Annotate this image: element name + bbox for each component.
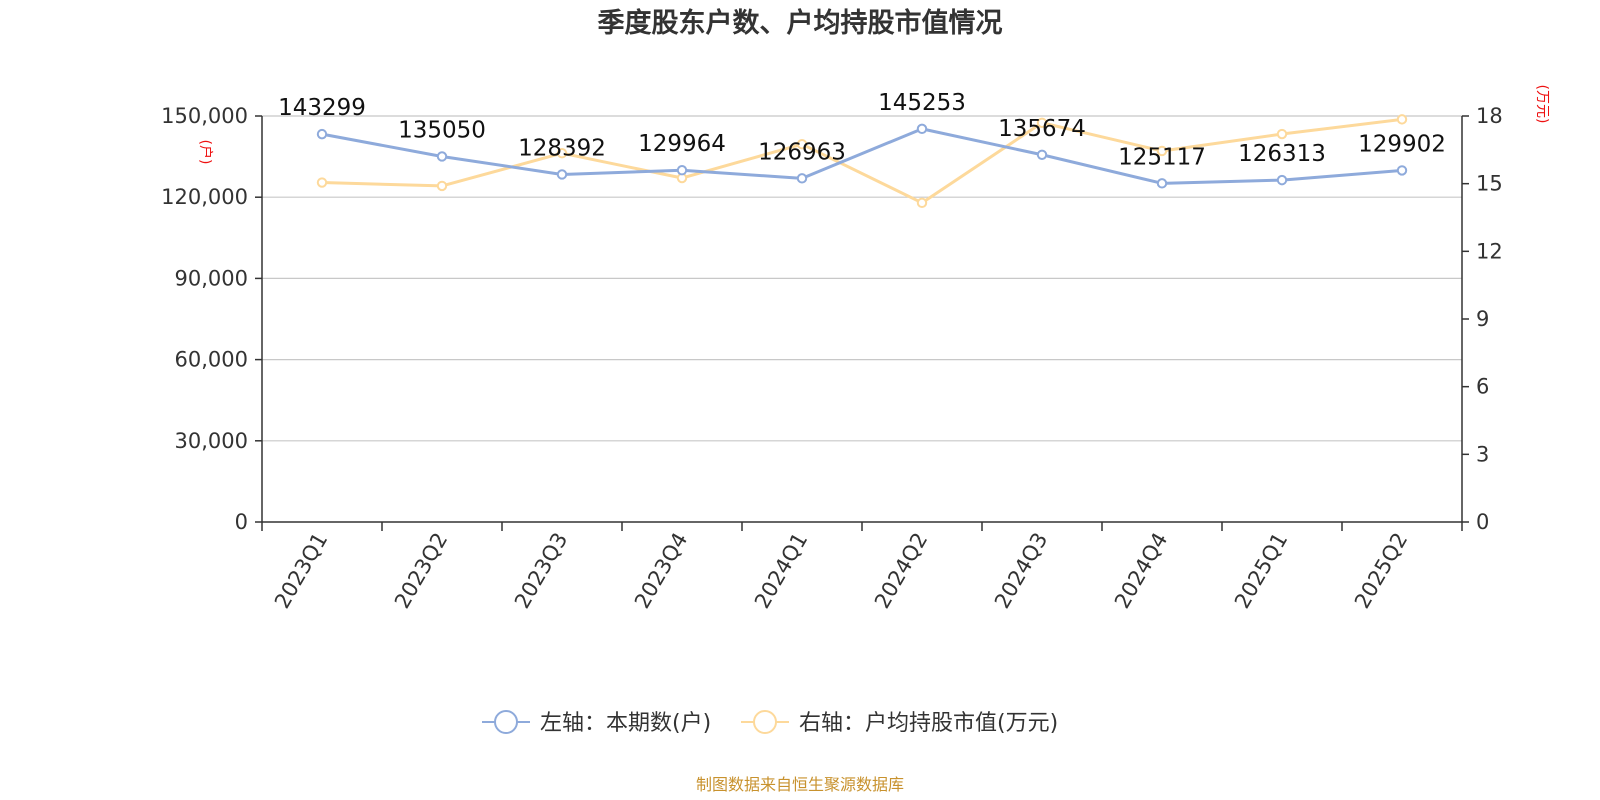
data-point bbox=[1276, 174, 1288, 186]
data-label: 135674 bbox=[998, 116, 1086, 142]
data-label: 126963 bbox=[758, 139, 846, 165]
x-tick-label: 2024Q3 bbox=[990, 529, 1052, 613]
data-label: 135050 bbox=[398, 117, 486, 143]
data-point bbox=[916, 123, 928, 135]
chart-title: 季度股东户数、户均持股市值情况 bbox=[598, 7, 1003, 39]
data-point bbox=[1036, 149, 1048, 160]
x-tick-label: 2024Q2 bbox=[870, 529, 932, 613]
axes: 0 30,000 60,000 90,000 120,000 150,000 0 3 6 9 12 1… bbox=[161, 85, 1550, 613]
y-right-tick-label: 6 bbox=[1476, 375, 1489, 399]
data-point bbox=[436, 180, 448, 192]
x-tick-label: 2023Q4 bbox=[630, 529, 692, 613]
legend-label: 左轴：本期数(户) bbox=[540, 711, 711, 736]
y-left-unit: (户) bbox=[197, 140, 214, 165]
x-tick-label: 2024Q1 bbox=[750, 529, 812, 613]
data-label: 128392 bbox=[518, 135, 606, 161]
y-right-tick-label: 18 bbox=[1476, 104, 1503, 128]
source-note: 制图数据来自恒生聚源数据库 bbox=[696, 775, 904, 794]
series bbox=[316, 114, 1408, 209]
y-left-tick-label: 120,000 bbox=[161, 185, 248, 209]
legend[interactable]: 左轴：本期数(户) 右轴：户均持股市值(万元) bbox=[482, 710, 1058, 736]
data-label: 129902 bbox=[1358, 131, 1446, 157]
data-point bbox=[556, 148, 568, 159]
data-point bbox=[1156, 145, 1168, 157]
data-label: 143299 bbox=[278, 95, 366, 121]
y-right-tick-label: 3 bbox=[1476, 442, 1489, 466]
data-point bbox=[916, 197, 928, 209]
data-point bbox=[1396, 114, 1408, 125]
x-tick-label: 2023Q1 bbox=[270, 529, 332, 613]
data-point bbox=[316, 177, 328, 188]
data-point bbox=[316, 128, 328, 140]
legend-marker bbox=[753, 710, 777, 734]
y-right-tick-label: 12 bbox=[1476, 239, 1503, 263]
data-point bbox=[1276, 128, 1288, 140]
y-left-tick-label: 30,000 bbox=[175, 429, 248, 453]
data-point bbox=[796, 173, 808, 184]
data-point bbox=[1156, 178, 1168, 189]
y-left-tick-label: 0 bbox=[235, 510, 248, 534]
data-label: 126313 bbox=[1238, 141, 1326, 167]
y-right-tick-label: 9 bbox=[1476, 307, 1489, 331]
y-left-tick-label: 90,000 bbox=[175, 266, 248, 290]
data-labels: 143299 135050 128392 129964 126963 145253 1356… bbox=[278, 90, 1446, 171]
legend-marker bbox=[494, 710, 518, 734]
y-left-tick-label: 150,000 bbox=[161, 104, 248, 128]
legend-item-0[interactable]: 左轴：本期数(户) bbox=[482, 710, 711, 736]
y-right-tick-label: 15 bbox=[1476, 172, 1503, 196]
data-point bbox=[556, 169, 568, 180]
y-right-unit: (万元) bbox=[1534, 85, 1550, 124]
data-label: 129964 bbox=[638, 131, 726, 157]
y-left-tick-label: 60,000 bbox=[175, 348, 248, 372]
series-line-0 bbox=[321, 127, 1403, 185]
grid bbox=[262, 115, 1462, 442]
x-tick-label: 2024Q4 bbox=[1110, 529, 1172, 613]
data-label: 145253 bbox=[878, 90, 966, 116]
data-point bbox=[676, 165, 688, 176]
data-point bbox=[436, 151, 448, 162]
legend-label: 右轴：户均持股市值(万元) bbox=[799, 711, 1058, 736]
data-point bbox=[1396, 165, 1408, 176]
legend-item-1[interactable]: 右轴：户均持股市值(万元) bbox=[741, 710, 1058, 736]
series-line-1 bbox=[321, 117, 1403, 205]
data-label: 125117 bbox=[1118, 144, 1206, 170]
x-tick-label: 2023Q3 bbox=[510, 529, 572, 613]
x-tick-label: 2023Q2 bbox=[390, 529, 452, 613]
x-tick-label: 2025Q1 bbox=[1230, 529, 1292, 613]
y-right-tick-label: 0 bbox=[1476, 510, 1489, 534]
data-point bbox=[1036, 117, 1048, 128]
x-tick-label: 2025Q2 bbox=[1350, 529, 1412, 613]
data-point bbox=[796, 138, 808, 150]
